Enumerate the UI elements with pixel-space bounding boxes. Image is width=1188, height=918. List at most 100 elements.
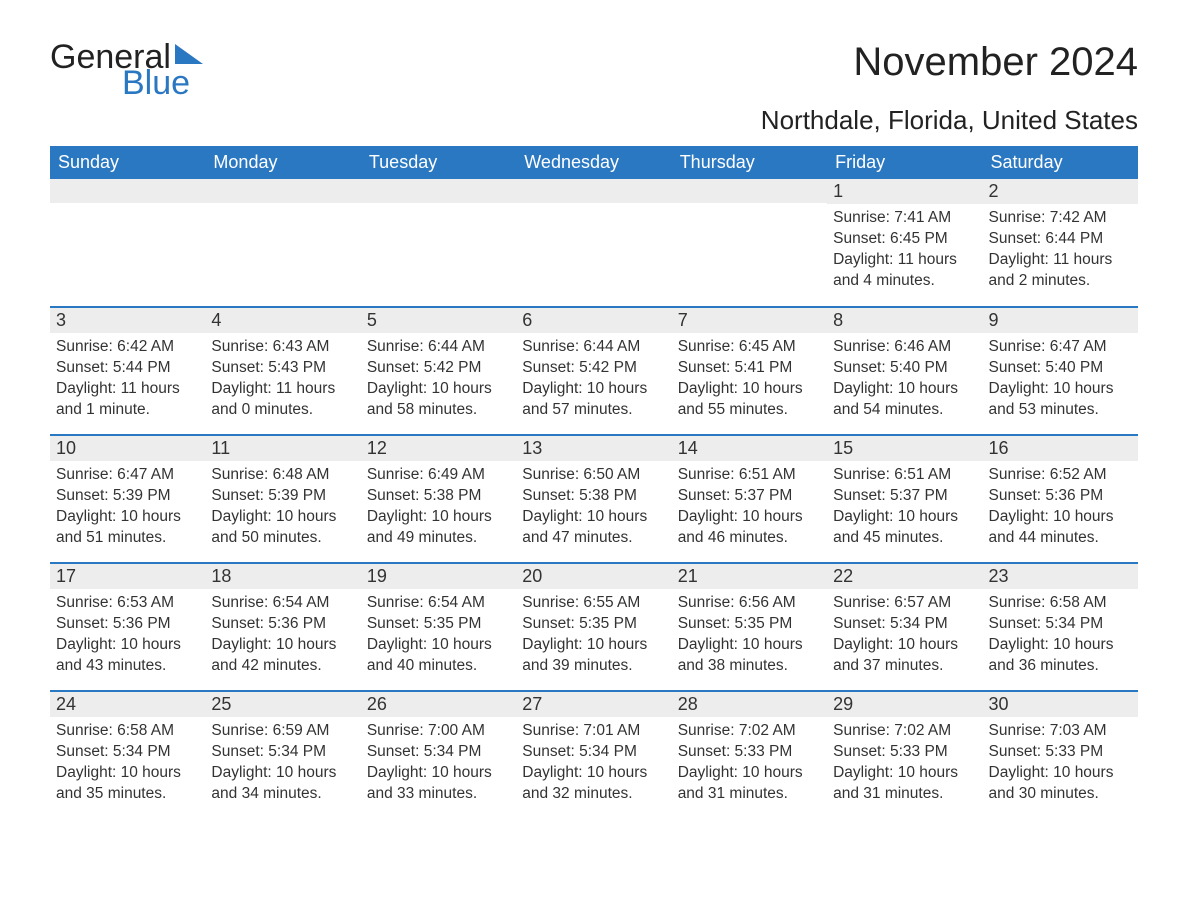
calendar-day-cell: 1Sunrise: 7:41 AMSunset: 6:45 PMDaylight…: [827, 179, 982, 307]
daylight-line: Daylight: 10 hours and 38 minutes.: [678, 635, 821, 677]
calendar-table: SundayMondayTuesdayWednesdayThursdayFrid…: [50, 146, 1138, 819]
calendar-day-cell: 27 Sunrise: 7:01 AMSunset: 5:34 PMDayligh…: [516, 691, 671, 819]
daylight-line: Daylight: 10 hours and 50 minutes.: [211, 507, 354, 549]
day-number: 24: [50, 692, 205, 717]
day-details: Sunrise: 6:56 AMSunset: 5:35 PMDaylight:…: [672, 589, 827, 685]
empty-day-number: [205, 179, 360, 203]
day-details: Sunrise: 6:48 AMSunset: 5:39 PMDaylight:…: [205, 461, 360, 557]
logo: General Blue: [50, 40, 203, 100]
weekday-header: Sunday: [50, 146, 205, 179]
day-number: 12: [361, 436, 516, 461]
calendar-day-cell: [516, 179, 671, 307]
day-details: Sunrise: 6:42 AMSunset: 5:44 PMDaylight:…: [50, 333, 205, 429]
calendar-day-cell: 11Sunrise: 6:48 AMSunset: 5:39 PMDayligh…: [205, 435, 360, 563]
sunset-line: Sunset: 5:35 PM: [678, 614, 821, 635]
calendar-day-cell: 16Sunrise: 6:52 AMSunset: 5:36 PMDayligh…: [983, 435, 1138, 563]
day-details: Sunrise: 6:55 AMSunset: 5:35 PMDaylight:…: [516, 589, 671, 685]
day-number: 5: [361, 308, 516, 333]
daylight-line: Daylight: 11 hours and 2 minutes.: [989, 250, 1132, 292]
sunrise-line: Sunrise: 6:59 AM: [211, 721, 354, 742]
sunset-line: Sunset: 5:38 PM: [522, 486, 665, 507]
header: General Blue November 2024 Northdale, Fl…: [50, 40, 1138, 142]
daylight-line: Daylight: 10 hours and 33 minutes.: [367, 763, 510, 805]
location: Northdale, Florida, United States: [761, 105, 1138, 136]
sunset-line: Sunset: 5:34 PM: [833, 614, 976, 635]
day-number: 23: [983, 564, 1138, 589]
sunset-line: Sunset: 5:34 PM: [522, 742, 665, 763]
sunrise-line: Sunrise: 7:00 AM: [367, 721, 510, 742]
daylight-line: Daylight: 10 hours and 54 minutes.: [833, 379, 976, 421]
sunset-line: Sunset: 5:40 PM: [833, 358, 976, 379]
sunrise-line: Sunrise: 7:02 AM: [678, 721, 821, 742]
day-details: Sunrise: 6:47 AMSunset: 5:39 PMDaylight:…: [50, 461, 205, 557]
calendar-day-cell: 20Sunrise: 6:55 AMSunset: 5:35 PMDayligh…: [516, 563, 671, 691]
sunrise-line: Sunrise: 6:49 AM: [367, 465, 510, 486]
calendar-day-cell: [672, 179, 827, 307]
daylight-line: Daylight: 10 hours and 53 minutes.: [989, 379, 1132, 421]
weekday-header: Monday: [205, 146, 360, 179]
sunrise-line: Sunrise: 6:54 AM: [367, 593, 510, 614]
daylight-line: Daylight: 11 hours and 1 minute.: [56, 379, 199, 421]
day-number: 19: [361, 564, 516, 589]
daylight-line: Daylight: 10 hours and 32 minutes.: [522, 763, 665, 805]
weekday-header: Wednesday: [516, 146, 671, 179]
sunset-line: Sunset: 5:37 PM: [678, 486, 821, 507]
sunrise-line: Sunrise: 7:01 AM: [522, 721, 665, 742]
daylight-line: Daylight: 11 hours and 0 minutes.: [211, 379, 354, 421]
day-details: Sunrise: 7:41 AMSunset: 6:45 PMDaylight:…: [827, 204, 982, 300]
sunrise-line: Sunrise: 6:52 AM: [989, 465, 1132, 486]
sunset-line: Sunset: 5:33 PM: [678, 742, 821, 763]
daylight-line: Daylight: 10 hours and 44 minutes.: [989, 507, 1132, 549]
sunrise-line: Sunrise: 6:50 AM: [522, 465, 665, 486]
day-number: 11: [205, 436, 360, 461]
day-number: 10: [50, 436, 205, 461]
daylight-line: Daylight: 10 hours and 31 minutes.: [833, 763, 976, 805]
day-details: Sunrise: 6:51 AMSunset: 5:37 PMDaylight:…: [827, 461, 982, 557]
sunset-line: Sunset: 5:39 PM: [56, 486, 199, 507]
calendar-day-cell: 22Sunrise: 6:57 AMSunset: 5:34 PMDayligh…: [827, 563, 982, 691]
sunrise-line: Sunrise: 6:51 AM: [678, 465, 821, 486]
day-number: 15: [827, 436, 982, 461]
sunrise-line: Sunrise: 6:54 AM: [211, 593, 354, 614]
daylight-line: Daylight: 10 hours and 58 minutes.: [367, 379, 510, 421]
calendar-day-cell: 25Sunrise: 6:59 AMSunset: 5:34 PMDayligh…: [205, 691, 360, 819]
sunrise-line: Sunrise: 7:02 AM: [833, 721, 976, 742]
sunrise-line: Sunrise: 7:03 AM: [989, 721, 1132, 742]
daylight-line: Daylight: 10 hours and 35 minutes.: [56, 763, 199, 805]
calendar-day-cell: 4Sunrise: 6:43 AMSunset: 5:43 PMDaylight…: [205, 307, 360, 435]
day-details: Sunrise: 6:51 AMSunset: 5:37 PMDaylight:…: [672, 461, 827, 557]
day-details: Sunrise: 6:45 AMSunset: 5:41 PMDaylight:…: [672, 333, 827, 429]
day-number: 1: [827, 179, 982, 204]
daylight-line: Daylight: 10 hours and 43 minutes.: [56, 635, 199, 677]
day-details: Sunrise: 6:54 AMSunset: 5:35 PMDaylight:…: [361, 589, 516, 685]
day-number: 27: [516, 692, 671, 717]
calendar-day-cell: 10Sunrise: 6:47 AMSunset: 5:39 PMDayligh…: [50, 435, 205, 563]
sunset-line: Sunset: 5:39 PM: [211, 486, 354, 507]
weekday-header: Tuesday: [361, 146, 516, 179]
sunset-line: Sunset: 5:36 PM: [989, 486, 1132, 507]
sunrise-line: Sunrise: 6:57 AM: [833, 593, 976, 614]
daylight-line: Daylight: 10 hours and 47 minutes.: [522, 507, 665, 549]
calendar-day-cell: 24Sunrise: 6:58 AMSunset: 5:34 PMDayligh…: [50, 691, 205, 819]
sunset-line: Sunset: 5:36 PM: [211, 614, 354, 635]
sunset-line: Sunset: 5:42 PM: [367, 358, 510, 379]
calendar-day-cell: 26Sunrise: 7:00 AMSunset: 5:34 PMDayligh…: [361, 691, 516, 819]
daylight-line: Daylight: 10 hours and 45 minutes.: [833, 507, 976, 549]
month-title: November 2024: [761, 40, 1138, 85]
daylight-line: Daylight: 10 hours and 30 minutes.: [989, 763, 1132, 805]
day-details: Sunrise: 7:03 AMSunset: 5:33 PMDaylight:…: [983, 717, 1138, 813]
weekday-header: Saturday: [983, 146, 1138, 179]
day-number: 25: [205, 692, 360, 717]
calendar-day-cell: 17Sunrise: 6:53 AMSunset: 5:36 PMDayligh…: [50, 563, 205, 691]
calendar-day-cell: 14Sunrise: 6:51 AMSunset: 5:37 PMDayligh…: [672, 435, 827, 563]
calendar-day-cell: 15Sunrise: 6:51 AMSunset: 5:37 PMDayligh…: [827, 435, 982, 563]
day-number: 20: [516, 564, 671, 589]
daylight-line: Daylight: 10 hours and 39 minutes.: [522, 635, 665, 677]
sunrise-line: Sunrise: 6:53 AM: [56, 593, 199, 614]
calendar-day-cell: 21Sunrise: 6:56 AMSunset: 5:35 PMDayligh…: [672, 563, 827, 691]
calendar-day-cell: 18Sunrise: 6:54 AMSunset: 5:36 PMDayligh…: [205, 563, 360, 691]
day-details: Sunrise: 6:58 AMSunset: 5:34 PMDaylight:…: [50, 717, 205, 813]
sunset-line: Sunset: 5:37 PM: [833, 486, 976, 507]
day-details: Sunrise: 7:02 AMSunset: 5:33 PMDaylight:…: [672, 717, 827, 813]
day-number: 14: [672, 436, 827, 461]
